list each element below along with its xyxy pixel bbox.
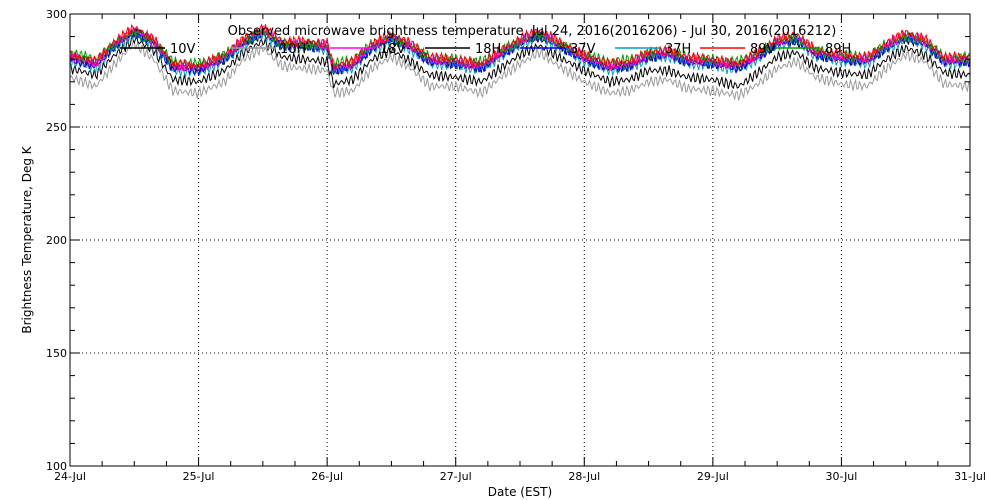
- legend-label-89v: 89V: [750, 42, 776, 57]
- x-tick-label: 24-Jul: [54, 470, 86, 483]
- series-line-10h: [69, 40, 971, 101]
- y-tick-label: 100: [46, 460, 67, 473]
- series-line-18v: [69, 25, 971, 73]
- x-tick-label: 26-Jul: [311, 470, 343, 483]
- series-line-89v: [69, 23, 971, 71]
- grid-layer: [70, 14, 970, 466]
- series-line-18h: [69, 34, 971, 90]
- legend-label-18v: 18V: [380, 42, 406, 57]
- x-tick-label: 30-Jul: [825, 470, 857, 483]
- legend-label-10v: 10V: [170, 42, 196, 57]
- tick-layer: [69, 13, 971, 467]
- y-tick-label: 300: [46, 8, 67, 21]
- x-tick-label: 27-Jul: [440, 470, 472, 483]
- chart-title: Observed microwave brightness temperatur…: [228, 24, 837, 39]
- legend-label-10h: 10H: [280, 42, 306, 57]
- x-tick-label: 25-Jul: [183, 470, 215, 483]
- series-layer: [69, 23, 971, 101]
- y-tick-label: 200: [46, 234, 67, 247]
- legend-label-18h: 18H: [475, 42, 501, 57]
- legend: 10V 10H 18V 18H 37V 37H 89V 89H: [120, 42, 851, 57]
- y-tick-label: 150: [46, 347, 67, 360]
- legend-label-89h: 89H: [825, 42, 851, 57]
- y-axis-title: Brightness Temperature, Deg K: [20, 145, 34, 333]
- label-layer: 24-Jul 25-Jul 26-Jul 27-Jul 28-Jul 29-Jul 30-J…: [46, 8, 986, 483]
- series-line-89h: [69, 28, 971, 70]
- x-axis-title: Date (EST): [488, 485, 552, 499]
- x-tick-label: 29-Jul: [697, 470, 729, 483]
- legend-label-37h: 37H: [665, 42, 691, 57]
- x-tick-label: 31-Jul: [954, 470, 986, 483]
- legend-label-37v: 37V: [570, 42, 596, 57]
- x-tick-label: 28-Jul: [568, 470, 600, 483]
- y-tick-label: 250: [46, 121, 67, 134]
